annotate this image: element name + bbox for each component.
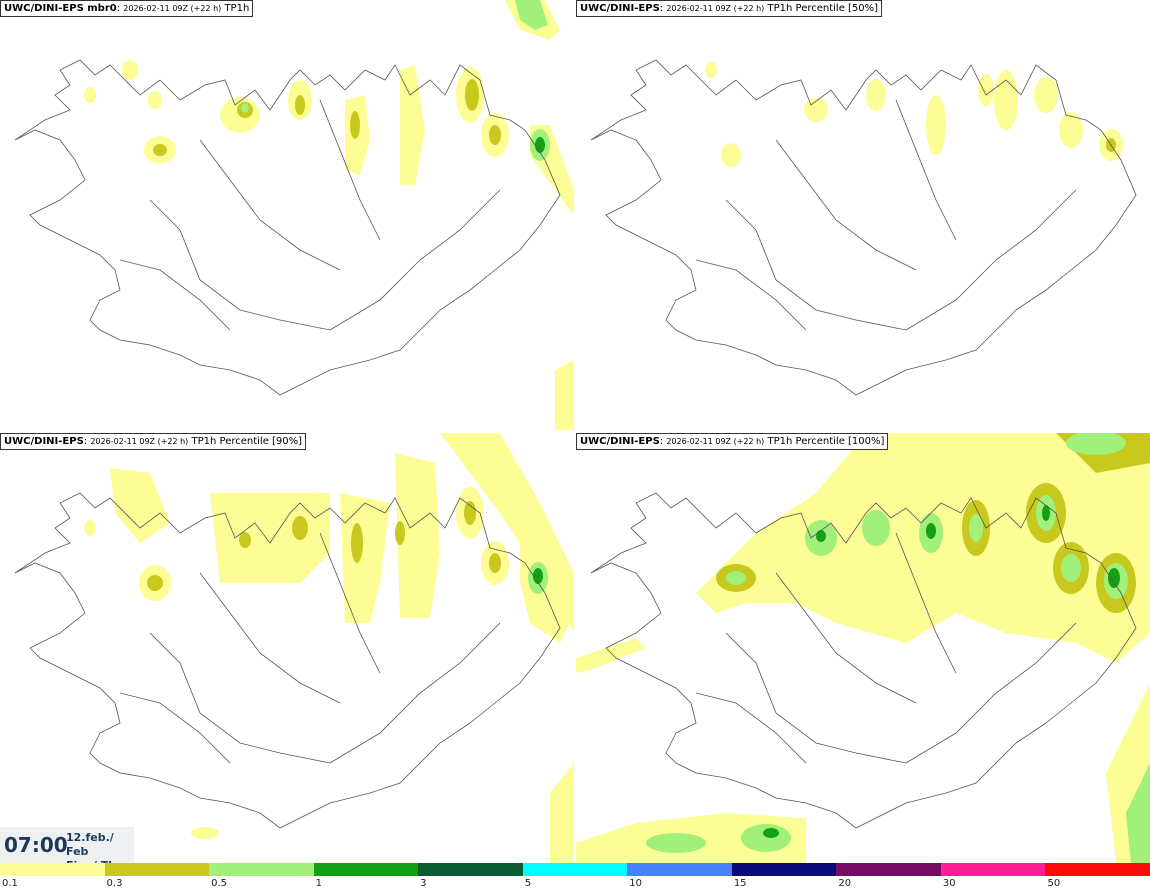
colorbar-swatch <box>313 863 420 876</box>
colorbar-swatch <box>104 863 211 876</box>
map-panel-p100: UWC/DINI-EPS: 2026-02-11 09Z (+22 h) TP1… <box>576 433 1150 863</box>
colorbar-tick-label: 3 <box>420 878 427 889</box>
colorbar-tick-label: 0.5 <box>211 878 227 889</box>
coastline <box>590 492 1137 829</box>
colorbar-tick-label: 30 <box>942 878 956 889</box>
coastline <box>14 59 561 396</box>
colorbar-tick-label: 5 <box>524 878 532 889</box>
colorbar-swatch <box>1045 863 1150 876</box>
colorbar-swatch <box>836 863 942 876</box>
map-panel-p50: UWC/DINI-EPS: 2026-02-11 09Z (+22 h) TP1… <box>576 0 1150 430</box>
panel-title: UWC/DINI-EPS: 2026-02-11 09Z (+22 h) TP1… <box>0 433 307 450</box>
iceland-map <box>576 433 1150 863</box>
colorbar-tick-label: 0.1 <box>2 878 18 889</box>
colorbar-swatch <box>522 863 629 876</box>
panel-divider <box>574 0 576 863</box>
valid-hour: 07:00 <box>4 833 68 857</box>
colorbar-tick-label: 15 <box>733 878 747 889</box>
precip-colorbar: 0.1 0.3 0.5 1 3 5 10 15 20 30 50 <box>0 863 1150 891</box>
map-panel-p90: UWC/DINI-EPS: 2026-02-11 09Z (+22 h) TP1… <box>0 433 574 863</box>
colorbar-tick-label: 50 <box>1047 878 1061 889</box>
panel-title: UWC/DINI-EPS: 2026-02-11 09Z (+22 h) TP1… <box>576 0 883 17</box>
colorbar-swatch <box>0 863 106 876</box>
precip-field <box>576 433 1150 863</box>
iceland-map <box>590 59 1137 396</box>
map-panel-mbr0: UWC/DINI-EPS mbr0: 2026-02-11 09Z (+22 h… <box>0 0 574 430</box>
valid-date-label: 12.feb./ Feb <box>66 831 114 858</box>
iceland-map <box>14 0 574 430</box>
iceland-map <box>14 433 574 863</box>
colorbar-swatch <box>731 863 838 876</box>
precip-field <box>84 0 574 430</box>
colorbar-swatch <box>418 863 524 876</box>
colorbar-swatch <box>209 863 315 876</box>
panel-title: UWC/DINI-EPS: 2026-02-11 09Z (+22 h) TP1… <box>576 433 889 450</box>
colorbar-tick-label: 0.3 <box>106 878 123 889</box>
valid-time-box: 07:00 12.feb./ Feb Fim./ Thu <box>0 827 134 872</box>
coastline <box>14 492 561 829</box>
panel-title: UWC/DINI-EPS mbr0: 2026-02-11 09Z (+22 h… <box>0 0 254 17</box>
colorbar-tick-label: 1 <box>315 878 322 889</box>
colorbar-tick-label: 10 <box>629 878 642 889</box>
precip-field <box>84 433 574 863</box>
colorbar-swatch <box>940 863 1047 876</box>
colorbar-tick-label: 20 <box>838 878 852 889</box>
coastline <box>590 59 1137 396</box>
colorbar-swatch <box>627 863 733 876</box>
precip-field <box>705 62 1123 167</box>
